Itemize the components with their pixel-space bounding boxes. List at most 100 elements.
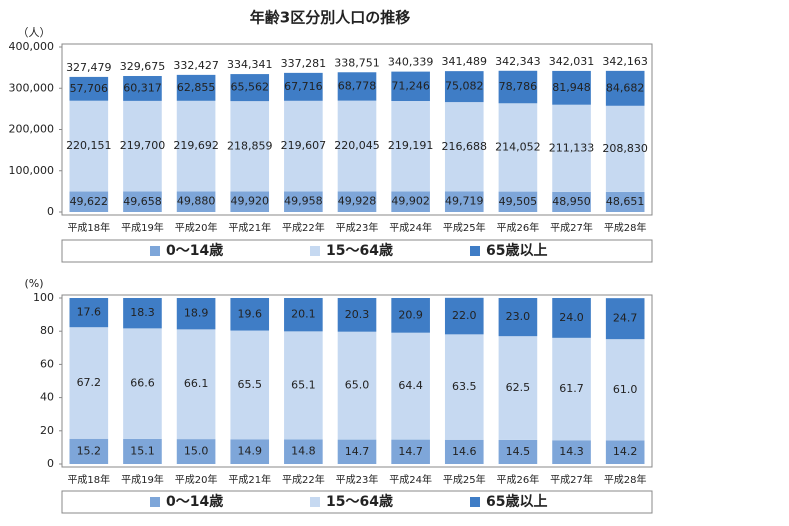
bar-segment	[230, 439, 270, 464]
bar-segment	[605, 105, 645, 192]
legend-swatch	[150, 246, 160, 256]
data-label: 24.7	[613, 312, 638, 325]
bar-segment	[444, 102, 484, 192]
bar-segment	[69, 327, 109, 439]
legend-label: 65歳以上	[486, 493, 547, 510]
x-tick-label: 平成28年	[604, 473, 647, 486]
total-label: 337,281	[281, 57, 327, 70]
data-label: 67.2	[77, 376, 102, 389]
bar-segment	[552, 298, 591, 338]
data-label: 17.6	[77, 306, 102, 319]
y-tick-label: 40	[40, 391, 54, 404]
data-label: 14.6	[452, 445, 477, 458]
data-label: 20.9	[398, 308, 423, 321]
y-tick-label: 0	[47, 205, 54, 218]
x-tick-label: 平成19年	[121, 221, 164, 234]
bar-segment	[337, 298, 377, 332]
data-label: 49,880	[177, 195, 216, 208]
data-label: 66.6	[130, 377, 155, 390]
bar-segment	[391, 332, 430, 440]
data-label: 219,700	[120, 139, 166, 152]
total-label: 342,343	[495, 55, 541, 68]
bar-segment	[552, 70, 591, 105]
data-label: 49,658	[123, 195, 162, 208]
data-label: 64.4	[398, 379, 423, 392]
x-tick-label: 平成24年	[389, 473, 432, 486]
bar-segment	[498, 70, 538, 104]
bar-segment	[123, 100, 162, 192]
x-tick-label: 平成26年	[497, 221, 540, 234]
bar-segment	[176, 100, 216, 192]
data-label: 49,505	[499, 195, 538, 208]
data-label: 219,191	[388, 139, 434, 152]
data-label: 18.3	[130, 306, 155, 319]
data-label: 61.0	[613, 383, 638, 396]
data-label: 216,688	[442, 140, 488, 153]
bar-segment	[284, 331, 323, 440]
bar-segment	[176, 439, 216, 464]
x-tick-label: 平成25年	[443, 473, 486, 486]
y-tick-label: 20	[40, 424, 54, 437]
data-label: 65.1	[291, 378, 316, 391]
data-label: 219,692	[173, 139, 219, 152]
bar-segment	[176, 298, 216, 330]
bar-segment	[444, 191, 484, 212]
bar-segment	[444, 71, 484, 103]
total-label: 341,489	[442, 55, 488, 68]
y-tick-label: 100	[33, 291, 54, 304]
data-label: 67,716	[284, 80, 323, 93]
data-label: 49,920	[230, 195, 269, 208]
y-tick-label: 300,000	[9, 81, 55, 94]
x-tick-label: 平成26年	[497, 473, 540, 486]
data-label: 14.5	[506, 445, 531, 458]
legend-swatch	[470, 497, 480, 507]
data-label: 211,133	[549, 141, 595, 154]
bar-segment	[605, 440, 645, 464]
bar-segment	[552, 440, 591, 464]
bar-segment	[230, 298, 270, 331]
legend-box	[61, 239, 653, 263]
bar-segment	[284, 298, 323, 332]
x-tick-label: 平成18年	[67, 221, 110, 234]
legend-swatch	[470, 246, 480, 256]
bar-segment	[391, 100, 430, 192]
y-axis-label: （人）	[18, 26, 51, 39]
legend-label: 0～14歳	[166, 493, 223, 510]
bar-segment	[337, 100, 377, 192]
bar-segment	[69, 298, 109, 328]
legend-swatch	[310, 497, 320, 507]
bar-segment	[444, 297, 484, 335]
x-tick-label: 平成21年	[228, 473, 271, 486]
bar-segment	[284, 72, 323, 101]
bar-segment	[552, 104, 591, 192]
bar-segment	[230, 101, 270, 192]
legend-swatch	[150, 497, 160, 507]
x-tick-label: 平成18年	[67, 473, 110, 486]
bar-segment	[605, 298, 645, 340]
data-label: 68,778	[338, 79, 377, 92]
data-label: 75,082	[445, 80, 484, 93]
bar-segment	[444, 439, 484, 464]
legend-label: 15～64歳	[326, 242, 393, 259]
bar-segment	[337, 331, 377, 440]
data-label: 15.0	[184, 445, 209, 458]
bar-segment	[498, 191, 538, 212]
data-label: 14.7	[345, 445, 370, 458]
bar-segment	[284, 191, 323, 212]
legend-box	[61, 490, 653, 514]
data-label: 49,928	[338, 195, 377, 208]
data-label: 65.5	[237, 378, 262, 391]
data-label: 48,950	[552, 195, 591, 208]
data-label: 15.1	[130, 444, 155, 457]
bar-segment	[498, 336, 538, 440]
data-label: 78,786	[499, 80, 538, 93]
data-label: 20.1	[291, 308, 316, 321]
data-label: 220,045	[334, 139, 380, 152]
x-tick-label: 平成21年	[228, 221, 271, 234]
total-label: 338,751	[334, 56, 380, 69]
data-label: 220,151	[66, 139, 112, 152]
x-tick-label: 平成23年	[336, 221, 379, 234]
x-tick-label: 平成24年	[389, 221, 432, 234]
total-label: 334,341	[227, 58, 273, 71]
